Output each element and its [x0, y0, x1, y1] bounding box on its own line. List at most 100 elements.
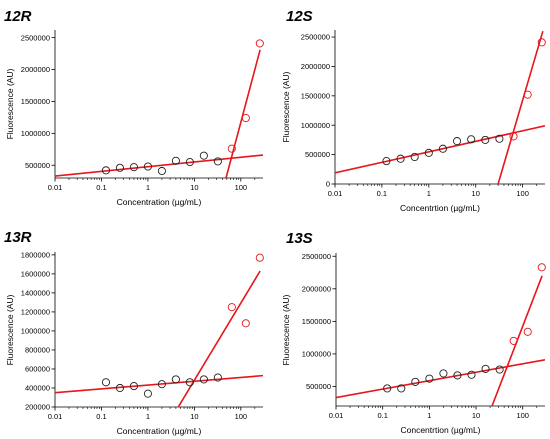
- fit-line-1: [55, 154, 263, 177]
- fit-line-2: [497, 30, 544, 184]
- data-point-black: [383, 384, 392, 393]
- data-point-red: [255, 253, 264, 262]
- data-point-black: [143, 162, 152, 171]
- x-tick-label: 10: [472, 189, 480, 198]
- y-tick-label: 1800000: [21, 250, 50, 259]
- data-point-black: [382, 157, 391, 166]
- y-tick-label: 500000: [25, 161, 50, 170]
- y-tick-label: 1500000: [21, 97, 50, 106]
- y-tick-label: 800000: [25, 346, 50, 355]
- data-point-black: [495, 134, 504, 143]
- data-point-black: [199, 375, 208, 384]
- data-point-red: [523, 90, 532, 99]
- data-point-black: [101, 166, 111, 175]
- x-tick-label: 0.01: [48, 183, 63, 192]
- y-tick-label: 2000000: [301, 62, 330, 71]
- x-tick-label: 0.1: [96, 412, 106, 421]
- x-tick-label: 1: [427, 411, 431, 420]
- data-point-black: [157, 166, 166, 176]
- x-tick-label: 0.1: [377, 189, 387, 198]
- x-axis-title: Concentration (µg/mL): [117, 426, 202, 436]
- panel-13R: 13R 0.01 0.1 1 10 100 200000 400000 600000 800000…: [4, 229, 264, 436]
- x-axis-title: Concentrtion (µg/mL): [400, 203, 480, 213]
- data-point-black: [129, 382, 138, 391]
- y-tick-label: 0: [326, 180, 330, 189]
- panel-title: 12S: [286, 8, 313, 25]
- y-tick-label: 1000000: [21, 327, 50, 336]
- data-point-black: [481, 364, 490, 373]
- data-point-red: [241, 113, 250, 123]
- data-point-red: [509, 132, 518, 141]
- data-point-black: [438, 144, 447, 153]
- data-point-red: [227, 303, 236, 312]
- x-tick-label: 100: [516, 411, 529, 420]
- y-tick-label: 1000000: [302, 350, 331, 359]
- data-point-black: [185, 378, 194, 387]
- panel-12S: 12S 0.01 0.1 1 10 100 0 500000 1000000 1500000 200…: [281, 8, 546, 213]
- data-point-black: [101, 378, 111, 387]
- data-point-black: [453, 371, 462, 380]
- x-tick-label: 0.1: [377, 411, 387, 420]
- data-point-black: [115, 383, 124, 393]
- y-tick-label: 2000000: [21, 65, 50, 74]
- fit-line-2: [177, 270, 261, 407]
- y-tick-label: 600000: [25, 365, 50, 374]
- data-point-black: [185, 158, 194, 167]
- data-point-red: [255, 39, 264, 48]
- x-tick-label: 100: [235, 183, 248, 192]
- data-point-black: [467, 370, 476, 379]
- data-point-black: [410, 152, 419, 162]
- data-point-black: [439, 369, 448, 378]
- data-point-black: [424, 148, 433, 157]
- y-tick-label: 2500000: [301, 33, 330, 42]
- data-point-black: [213, 157, 222, 166]
- y-tick-label: 1000000: [301, 121, 330, 130]
- x-tick-label: 1: [427, 189, 431, 198]
- data-point-black: [467, 135, 476, 144]
- x-tick-label: 100: [516, 189, 529, 198]
- x-tick-label: 0.01: [328, 189, 343, 198]
- y-axis-title: Fluorescence (AU): [281, 71, 291, 142]
- fit-line-1: [335, 125, 545, 174]
- x-axis-title: Concentration (µg/mL): [117, 197, 202, 207]
- data-point-black: [495, 365, 504, 374]
- panel-title: 12R: [4, 8, 32, 25]
- y-tick-label: 1500000: [301, 91, 330, 100]
- data-point-red: [241, 319, 250, 328]
- y-axis-title: Fluorescence (AU): [281, 294, 291, 365]
- data-point-black: [171, 375, 180, 384]
- panel-title: 13R: [4, 229, 32, 246]
- x-tick-label: 0.01: [329, 411, 344, 420]
- data-point-black: [452, 137, 462, 146]
- y-tick-label: 1600000: [21, 269, 50, 278]
- fit-line-2: [225, 49, 261, 178]
- data-point-black: [425, 374, 434, 383]
- x-tick-label: 1: [146, 183, 150, 192]
- panel-12R: 12R 0.01 0.1 1 10 100 500000 1000000 1500000 2000…: [4, 8, 264, 207]
- data-point-black: [157, 380, 166, 389]
- y-tick-label: 500000: [305, 150, 330, 159]
- data-point-black: [143, 389, 152, 398]
- x-tick-label: 10: [472, 411, 480, 420]
- y-tick-label: 1000000: [21, 129, 50, 138]
- data-point-black: [396, 154, 405, 163]
- x-tick-label: 10: [190, 183, 198, 192]
- y-tick-label: 400000: [25, 384, 50, 393]
- y-tick-label: 1200000: [21, 308, 50, 317]
- data-point-black: [397, 384, 406, 393]
- y-tick-label: 2500000: [302, 252, 331, 261]
- data-point-black: [213, 373, 222, 382]
- y-tick-label: 1400000: [21, 288, 50, 297]
- data-point-red: [227, 144, 236, 153]
- y-tick-label: 200000: [25, 403, 50, 412]
- y-tick-label: 2000000: [302, 284, 331, 293]
- fit-line-1: [55, 374, 263, 394]
- fit-line-1: [336, 358, 545, 399]
- data-point-black: [129, 163, 138, 172]
- x-tick-label: 0.1: [96, 183, 106, 192]
- data-point-red: [523, 327, 532, 336]
- data-point-red: [509, 336, 518, 345]
- data-point-black: [199, 151, 208, 160]
- y-tick-label: 1500000: [302, 317, 331, 326]
